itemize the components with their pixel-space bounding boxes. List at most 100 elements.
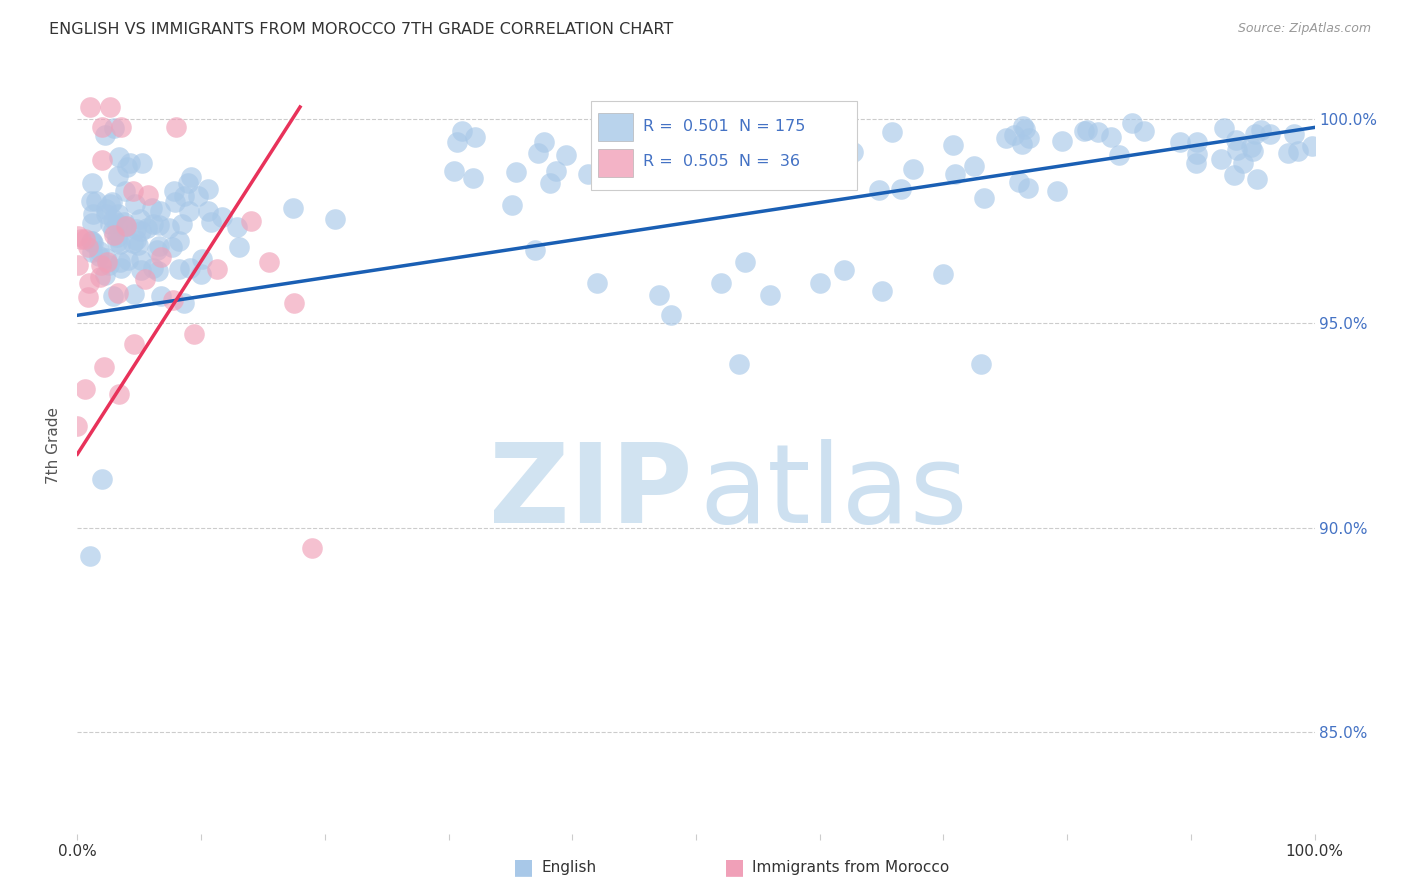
Point [301,541,323,555]
Point [75,383,97,397]
Point [107,285,129,300]
Point [1232,155,1254,169]
Point [228,240,250,254]
Point [79,100,101,114]
Point [159,221,181,235]
Point [1301,139,1323,153]
Point [576,167,599,181]
Point [973,191,995,205]
Point [1073,123,1095,137]
Point [1258,128,1281,142]
Point [79,549,101,564]
Point [105,230,128,244]
Point [108,150,131,164]
Point [766,141,789,155]
Point [165,120,187,135]
Point [943,167,966,181]
Point [815,149,838,163]
Point [762,161,785,176]
Y-axis label: 7th Grade: 7th Grade [46,408,62,484]
Text: ■: ■ [724,857,745,877]
Point [148,218,170,232]
Point [105,235,128,250]
Point [1002,128,1025,142]
Point [1226,144,1249,158]
Point [94,202,117,216]
Point [122,184,145,198]
Point [101,223,124,237]
Point [103,228,125,243]
Point [505,164,527,178]
Point [97,259,120,273]
Bar [598,149,633,177]
Point [67,258,90,272]
Point [101,289,124,303]
Point [1133,123,1156,137]
Point [257,255,280,269]
Point [778,158,800,172]
Point [710,276,733,290]
Point [1211,152,1233,166]
Point [834,263,856,277]
Point [187,189,209,203]
Point [239,214,262,228]
Point [443,163,465,178]
Point [1240,140,1263,154]
Point [756,171,779,186]
Point [89,258,111,272]
Point [179,204,201,219]
Point [108,236,131,251]
Point [446,135,468,149]
Point [112,215,135,229]
Point [129,224,152,238]
Point [870,284,893,298]
Point [1282,127,1305,141]
Point [179,260,201,275]
Point [80,216,103,230]
Point [163,194,186,209]
Point [759,288,782,302]
Point [105,216,128,230]
Point [93,360,115,375]
Point [903,161,925,176]
Point [142,217,165,231]
Point [76,290,98,304]
Point [94,251,117,265]
Point [89,269,111,284]
Point [636,151,658,165]
Point [197,204,219,219]
Point [1011,137,1033,152]
Point [734,255,756,269]
Point [1050,134,1073,148]
Point [80,234,103,248]
Point [66,418,89,433]
Point [111,219,134,234]
Point [82,245,104,260]
Text: atlas: atlas [700,439,969,546]
Point [124,337,146,351]
Point [191,252,214,267]
Point [129,263,152,277]
Point [142,261,165,276]
Point [82,235,104,250]
Point [162,293,184,307]
Point [868,183,890,197]
Point [173,189,195,203]
Point [932,268,955,282]
Point [135,220,157,235]
Point [1225,133,1247,147]
Point [75,232,97,246]
Point [82,207,104,221]
Point [773,150,796,164]
Point [890,181,912,195]
Point [122,286,145,301]
Point [211,211,233,225]
Text: Source: ZipAtlas.com: Source: ZipAtlas.com [1237,22,1371,36]
Point [107,207,129,221]
Point [108,255,131,269]
Point [225,220,247,235]
Point [77,239,100,253]
Point [138,187,160,202]
Point [451,124,474,138]
Point [131,253,153,268]
